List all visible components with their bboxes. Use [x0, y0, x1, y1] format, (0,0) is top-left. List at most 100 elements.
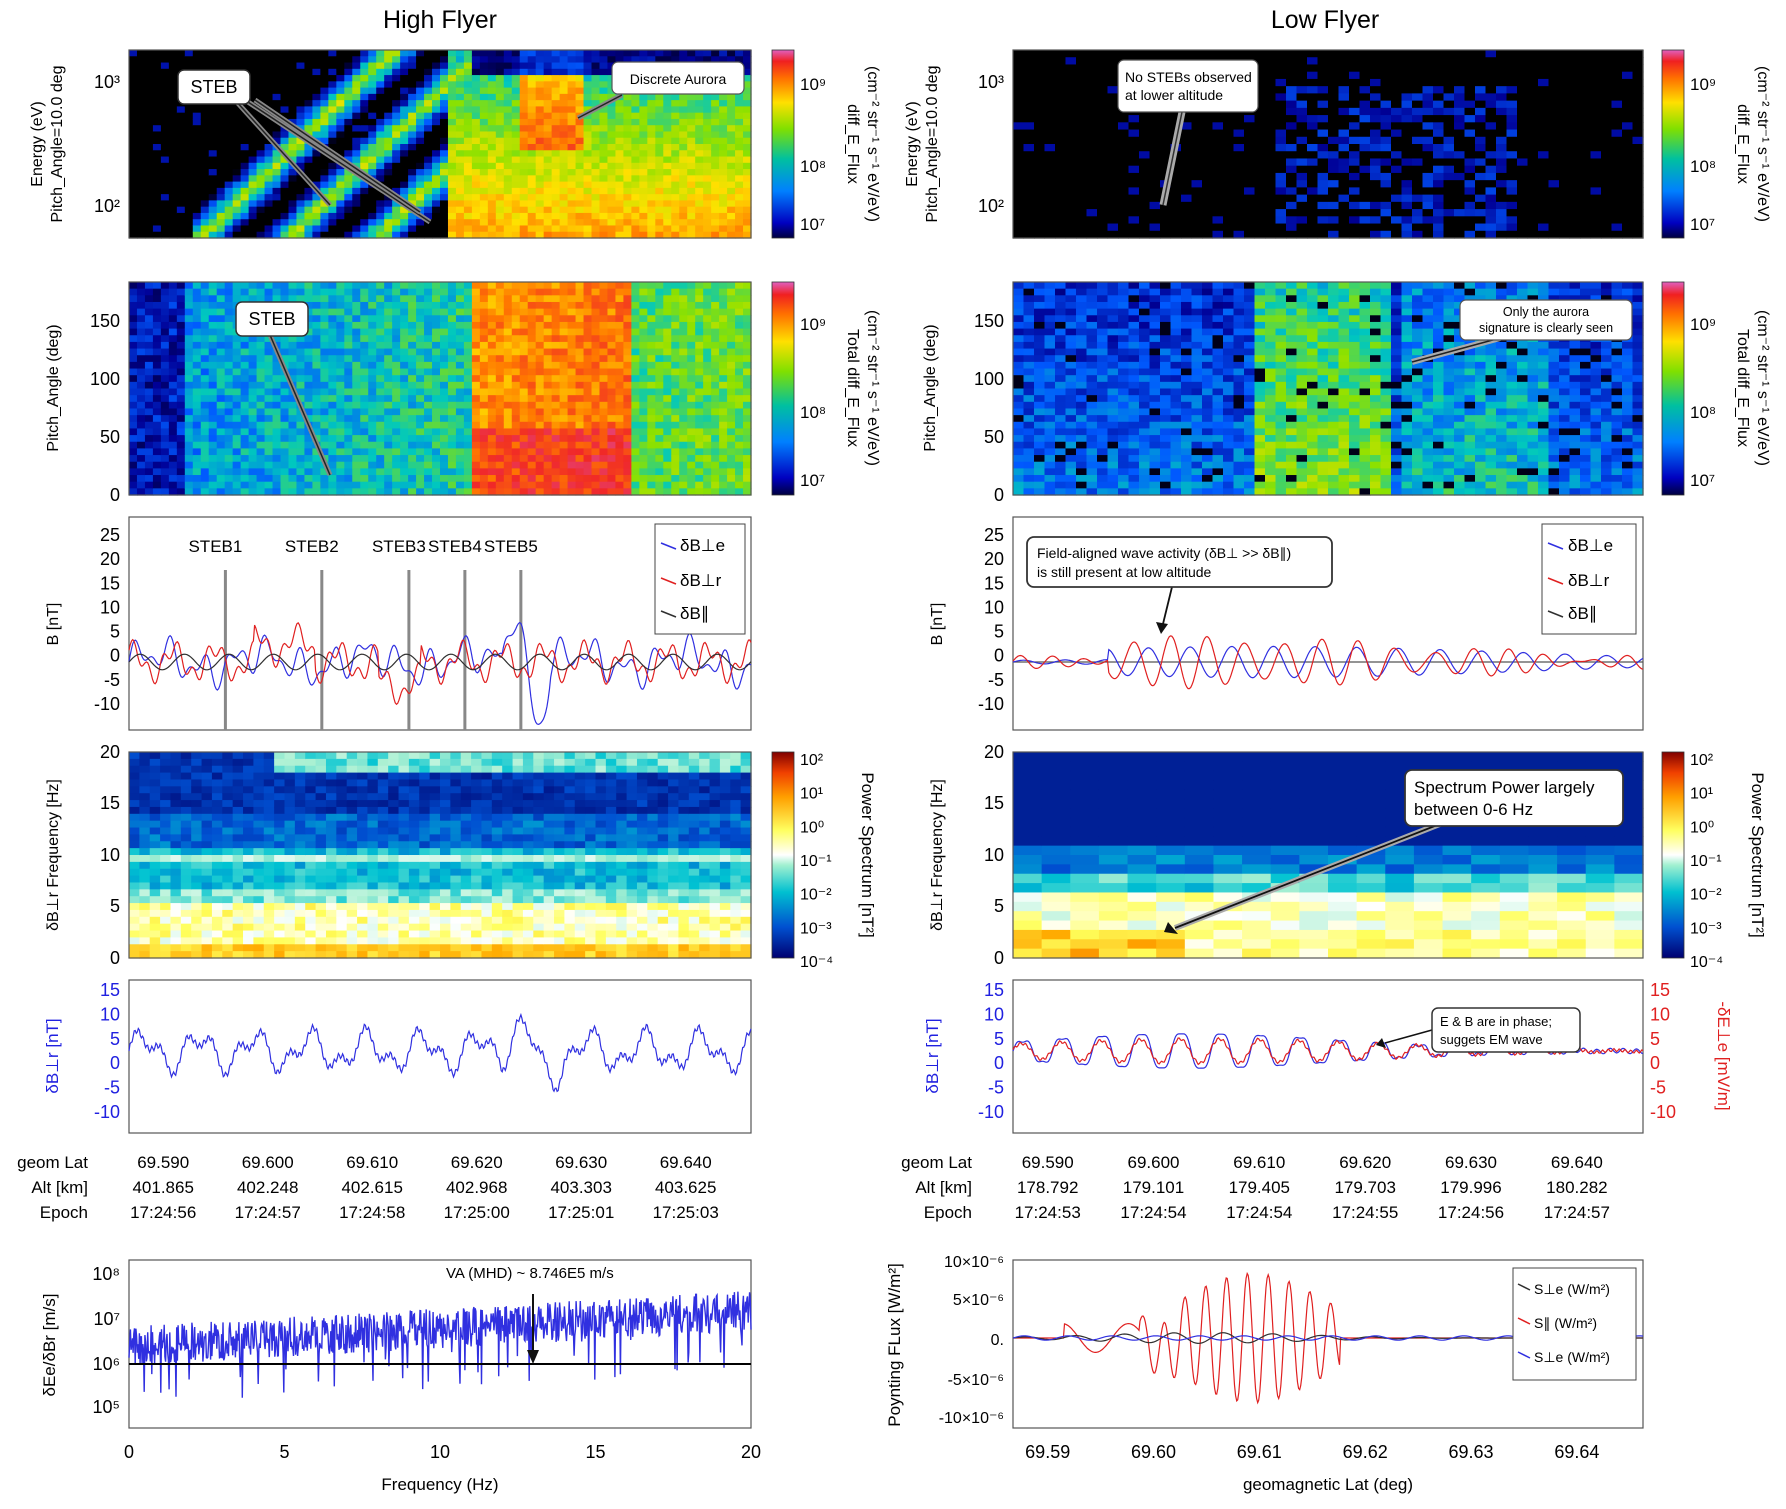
hf-spectrum-cell: [129, 862, 140, 869]
pitch-flux-cell: [129, 282, 138, 289]
pitch-flux-cell: [735, 422, 744, 429]
hf-spectrum-cell: [150, 937, 161, 944]
energy-flux-cell: [512, 157, 521, 164]
pitch-flux-cell: [432, 375, 441, 382]
energy-flux-cell: [456, 219, 465, 226]
pitch-flux-cell: [161, 302, 170, 309]
energy-flux-cell: [352, 81, 361, 88]
pitch-flux-cell: [520, 375, 529, 382]
pitch-flux-cell: [416, 475, 425, 482]
pitch-flux-cell: [504, 329, 513, 336]
energy-flux-cell: [480, 138, 489, 145]
energy-flux-cell: [161, 100, 170, 107]
pitch-flux-cell: [552, 482, 561, 489]
pitch-flux-cell: [384, 315, 393, 322]
energy-flux-cell: [464, 88, 473, 95]
energy-flux-cell: [440, 213, 449, 220]
energy-flux-cell: [416, 131, 425, 138]
pitch-flux-cell: [584, 422, 593, 429]
energy-flux-cell: [145, 169, 154, 176]
energy-flux-cell: [488, 69, 497, 76]
pitch-flux-cell: [743, 369, 752, 376]
pitch-flux-cell: [352, 349, 361, 356]
pitch-flux-cell: [265, 475, 274, 482]
energy-flux-cell: [424, 106, 433, 113]
pitch-flux-cell: [464, 369, 473, 376]
pitch-flux-cell: [424, 309, 433, 316]
pitch-flux-cell: [288, 482, 297, 489]
pitch-flux-cell: [129, 415, 138, 422]
energy-flux-cell: [647, 131, 656, 138]
pitch-flux-cell: [592, 355, 601, 362]
pitch-flux-cell: [241, 482, 250, 489]
pitch-flux-cell: [384, 362, 393, 369]
pitch-flux-cell: [631, 309, 640, 316]
pitch-flux-cell: [671, 482, 680, 489]
energy-flux-cell: [592, 56, 601, 63]
energy-flux-cell: [296, 188, 305, 195]
energy-flux-cell: [424, 119, 433, 126]
pitch-flux-cell: [137, 442, 146, 449]
pitch-flux-cell: [743, 342, 752, 349]
energy-flux-cell: [145, 81, 154, 88]
pitch-flux-cell: [687, 442, 696, 449]
pitch-flux-cell: [416, 455, 425, 462]
pitch-flux-cell: [520, 402, 529, 409]
energy-flux-cell: [592, 119, 601, 126]
energy-flux-cell: [528, 163, 537, 170]
pitch-flux-cell: [552, 408, 561, 415]
energy-flux-cell: [647, 157, 656, 164]
energy-flux-cell: [129, 63, 138, 70]
pitch-flux-cell: [288, 362, 297, 369]
pitch-flux-cell: [336, 375, 345, 382]
energy-flux-cell: [400, 119, 409, 126]
hf-spectrum-cell: [139, 807, 150, 814]
pitch-flux-cell: [671, 295, 680, 302]
energy-flux-cell: [512, 100, 521, 107]
energy-flux-cell: [599, 207, 608, 214]
energy-flux-cell: [456, 144, 465, 151]
energy-flux-cell: [129, 219, 138, 226]
pitch-flux-cell: [424, 349, 433, 356]
pitch-flux-cell: [336, 289, 345, 296]
pitch-flux-cell: [312, 462, 321, 469]
pitch-flux-cell: [241, 382, 250, 389]
pitch-flux-cell: [400, 428, 409, 435]
pitch-flux-cell: [448, 342, 457, 349]
pitch-flux-cell: [703, 408, 712, 415]
pitch-flux-cell: [647, 455, 656, 462]
energy-flux-cell: [504, 175, 513, 182]
energy-flux-cell: [320, 207, 329, 214]
energy-flux-cell: [336, 207, 345, 214]
pitch-flux-cell: [735, 475, 744, 482]
pitch-flux-cell: [480, 422, 489, 429]
pitch-flux-cell: [520, 442, 529, 449]
pitch-flux-cell: [384, 342, 393, 349]
pitch-flux-cell: [145, 375, 154, 382]
pitch-flux-cell: [607, 329, 616, 336]
energy-flux-cell: [480, 157, 489, 164]
pitch-flux-cell: [400, 415, 409, 422]
energy-flux-cell: [631, 144, 640, 151]
pitch-flux-cell: [225, 289, 234, 296]
energy-flux-cell: [671, 182, 680, 189]
hf-spectrum-cell: [160, 759, 171, 766]
pitch-flux-cell: [703, 362, 712, 369]
energy-flux-cell: [153, 94, 162, 101]
pitch-flux-cell: [615, 375, 624, 382]
pitch-flux-cell: [607, 375, 616, 382]
energy-flux-cell: [440, 169, 449, 176]
energy-flux-cell: [743, 119, 752, 126]
pitch-flux-cell: [584, 408, 593, 415]
energy-flux-cell: [241, 150, 250, 157]
energy-flux-cell: [663, 125, 672, 132]
pitch-flux-cell: [416, 362, 425, 369]
pitch-flux-cell: [392, 309, 401, 316]
pitch-flux-cell: [735, 282, 744, 289]
energy-flux-cell: [456, 207, 465, 214]
energy-flux-cell: [544, 63, 553, 70]
energy-flux-cell: [528, 194, 537, 201]
pitch-flux-cell: [296, 342, 305, 349]
energy-flux-cell: [352, 182, 361, 189]
pitch-flux-cell: [368, 302, 377, 309]
